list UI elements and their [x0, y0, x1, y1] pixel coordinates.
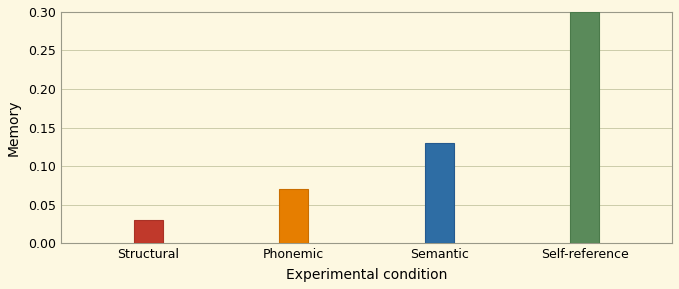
- Bar: [134, 220, 163, 243]
- Bar: [424, 143, 454, 243]
- Bar: [570, 12, 600, 243]
- Y-axis label: Memory: Memory: [7, 99, 21, 156]
- Bar: [279, 189, 308, 243]
- X-axis label: Experimental condition: Experimental condition: [286, 268, 447, 282]
